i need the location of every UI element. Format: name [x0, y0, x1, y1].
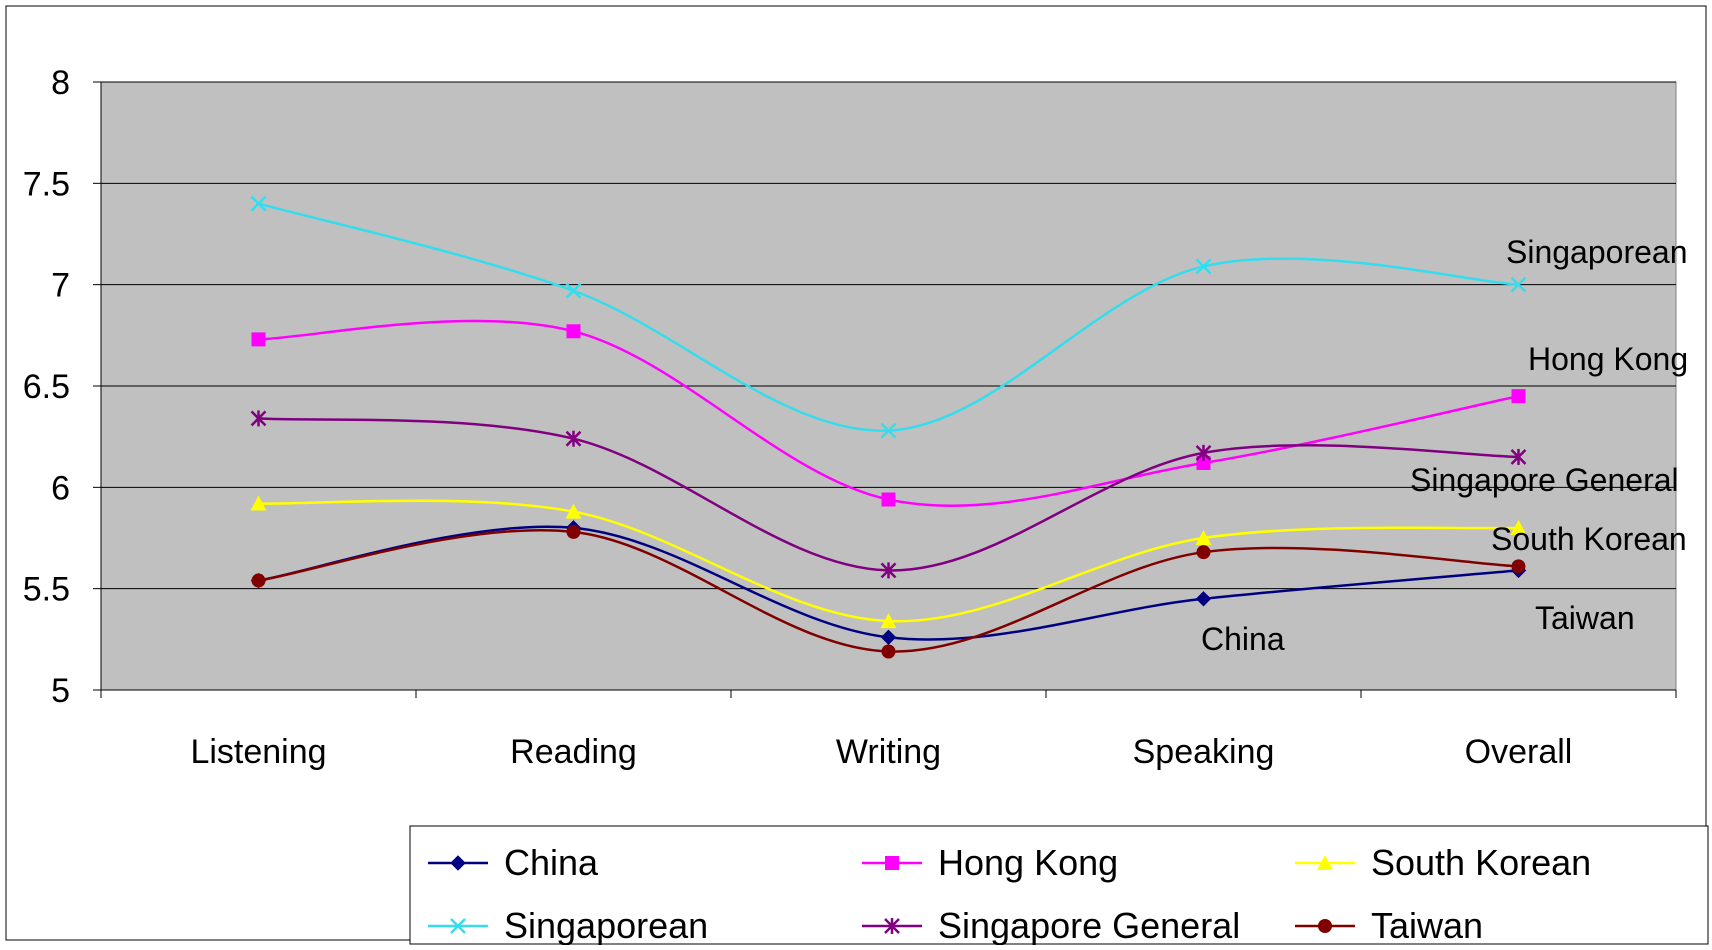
annotation-singapore-general: Singapore General — [1410, 462, 1679, 498]
point-hong-kong — [881, 492, 896, 507]
legend-marker-taiwan — [1318, 919, 1332, 933]
annotation-hong-kong: Hong Kong — [1528, 341, 1688, 377]
legend-marker-china — [450, 855, 466, 871]
point-singapore-general — [1510, 448, 1527, 465]
point-singapore-general — [565, 430, 582, 447]
legend-item-hong-kong: Hong Kong — [862, 842, 1118, 883]
point-south-korean — [250, 495, 267, 511]
point-hong-kong — [1511, 389, 1526, 404]
point-taiwan — [1511, 559, 1526, 574]
point-hong-kong — [251, 332, 266, 347]
series-taiwan — [251, 524, 1526, 659]
legend-item-south-korean: South Korean — [1295, 842, 1591, 883]
point-singaporean — [250, 195, 267, 212]
annotation-south-korean: South Korean — [1491, 521, 1687, 557]
y-tick-label: 7 — [51, 267, 70, 305]
point-singaporean — [1510, 276, 1527, 293]
point-singaporean — [565, 282, 582, 299]
point-taiwan — [566, 524, 581, 539]
legend-label-china: China — [504, 842, 599, 883]
point-hong-kong — [1196, 456, 1211, 471]
x-tick-label: Speaking — [1133, 733, 1275, 771]
legend-marker-singapore-general — [884, 918, 900, 934]
point-taiwan — [251, 573, 266, 588]
point-south-korean — [1195, 530, 1212, 545]
y-tick-label: 6 — [51, 469, 70, 507]
legend-label-singapore-general: Singapore General — [938, 905, 1240, 945]
point-south-korean — [880, 613, 897, 629]
legend-item-singaporean: Singaporean — [428, 905, 708, 946]
point-singapore-general — [1195, 444, 1212, 461]
series-south-korean — [250, 495, 1527, 629]
point-hong-kong — [566, 324, 581, 339]
legend-marker-singaporean — [450, 918, 466, 934]
series-layer — [250, 195, 1527, 659]
legend-label-south-korean: South Korean — [1371, 842, 1591, 883]
point-taiwan — [881, 644, 896, 659]
annotation-taiwan: Taiwan — [1535, 600, 1635, 636]
legend-label-singaporean: Singaporean — [504, 905, 708, 945]
series-singapore-general — [250, 410, 1527, 579]
legend-box — [409, 825, 1709, 945]
point-china — [880, 629, 897, 646]
x-tick-label: Overall — [1465, 733, 1573, 771]
legend-label-taiwan: Taiwan — [1371, 905, 1483, 945]
x-tick-label: Writing — [836, 733, 941, 771]
y-tick-label: 7.5 — [23, 165, 70, 203]
point-singaporean — [880, 422, 897, 439]
x-tick-label: Listening — [190, 733, 326, 771]
legend-marker-south-korean — [1317, 855, 1333, 870]
y-tick-label: 6.5 — [23, 368, 70, 406]
axes: 5 5.5 6 6.5 7 7.5 8 Listening Reading Writing Spea… — [23, 64, 1677, 771]
point-singapore-general — [880, 562, 897, 579]
legend-item-taiwan: Taiwan — [1295, 905, 1483, 946]
point-south-korean — [565, 503, 582, 519]
point-singapore-general — [250, 410, 267, 427]
point-singaporean — [1195, 258, 1212, 275]
point-south-korean — [1510, 519, 1527, 535]
legend-marker-hong-kong — [885, 856, 899, 870]
legend-item-singapore-general: Singapore General — [862, 905, 1240, 946]
series-singaporean — [250, 195, 1527, 439]
x-tick-label: Reading — [510, 733, 637, 771]
legend-item-china: China — [428, 842, 599, 883]
y-tick-label: 8 — [51, 64, 70, 102]
legend-label-hong-kong: Hong Kong — [938, 842, 1118, 883]
gridlines — [101, 81, 1676, 590]
y-tick-label: 5 — [51, 672, 70, 710]
legend: China Hong Kong South Korean Singaporean Sin… — [409, 825, 1709, 946]
point-taiwan — [1196, 545, 1211, 560]
annotation-china: China — [1201, 621, 1285, 657]
annotation-singaporean: Singaporean — [1506, 234, 1687, 270]
annotations: Singaporean Hong Kong Singapore General … — [1201, 234, 1688, 657]
point-china — [1195, 591, 1212, 607]
y-tick-label: 5.5 — [23, 571, 70, 609]
